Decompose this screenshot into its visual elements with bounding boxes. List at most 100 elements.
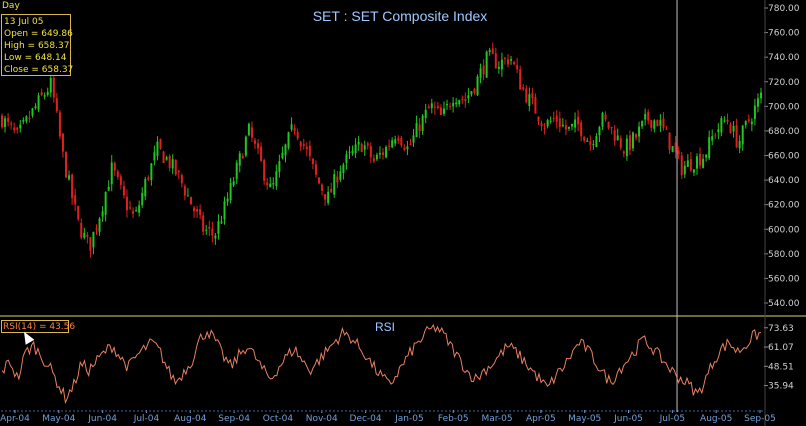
candle-body xyxy=(452,102,455,107)
candle-body xyxy=(753,105,756,120)
x-axis-tick-label: May-04 xyxy=(42,414,75,424)
candle-body xyxy=(311,158,314,164)
price-axis-tick-label: 640.00 xyxy=(768,176,800,186)
candle-body xyxy=(406,146,409,150)
candle-body xyxy=(464,98,467,101)
x-axis-tick-label: Nov-04 xyxy=(306,414,338,424)
candle-body xyxy=(49,78,52,93)
info-date: 13 Jul 05 xyxy=(4,17,44,27)
candle-body xyxy=(747,119,750,122)
candle-body xyxy=(442,108,445,114)
candle-body xyxy=(52,77,55,98)
candle-body xyxy=(665,128,668,130)
candle-body xyxy=(467,95,470,99)
candle-body xyxy=(714,135,717,137)
candle-body xyxy=(720,118,723,133)
candle-body xyxy=(455,102,458,105)
price-axis-tick-label: 700.00 xyxy=(768,102,800,112)
candle-body xyxy=(34,106,37,109)
candle-body xyxy=(324,194,327,200)
candle-body xyxy=(281,152,284,159)
candle-body xyxy=(22,120,25,122)
candle-body xyxy=(616,135,619,141)
candle-body xyxy=(235,162,238,179)
candle-body xyxy=(644,113,647,120)
candle-body xyxy=(65,152,68,178)
candle-body xyxy=(86,234,89,237)
candle-body xyxy=(272,183,275,185)
candle-body xyxy=(321,184,324,191)
candle-body xyxy=(296,132,299,139)
candle-body xyxy=(110,162,113,185)
candle-body xyxy=(497,66,500,69)
candle-body xyxy=(540,123,543,127)
x-axis-tick-label: Jul-04 xyxy=(133,414,160,424)
candle-body xyxy=(19,124,22,129)
candle-body xyxy=(104,192,107,215)
info-close: Close = 658.37 xyxy=(4,65,74,75)
candle-body xyxy=(439,107,442,116)
candle-body xyxy=(144,179,147,197)
candle-body xyxy=(656,120,659,127)
candle-body xyxy=(229,182,232,201)
candle-body xyxy=(567,126,570,129)
candle-body xyxy=(482,65,485,75)
candle-body xyxy=(208,226,211,229)
candle-body xyxy=(293,127,296,131)
candle-body xyxy=(680,155,683,175)
candle-body xyxy=(342,164,345,173)
candle-body xyxy=(162,151,165,164)
candle-body xyxy=(232,181,235,186)
candle-body xyxy=(555,115,558,122)
candle-body xyxy=(418,124,421,132)
candle-body xyxy=(189,196,192,205)
candle-body xyxy=(522,87,525,90)
candle-body xyxy=(534,96,537,114)
candle-body xyxy=(68,175,71,180)
candle-body xyxy=(619,137,622,148)
candle-body xyxy=(196,209,199,212)
candle-body xyxy=(254,140,256,144)
candle-body xyxy=(226,198,229,202)
candle-body xyxy=(125,196,128,211)
candle-body xyxy=(564,125,567,130)
candle-body xyxy=(186,195,189,197)
candle-body xyxy=(330,188,333,193)
candle-body xyxy=(46,92,49,95)
candle-body xyxy=(113,163,116,171)
candle-body xyxy=(403,147,406,150)
candle-body xyxy=(735,125,738,148)
candle-body xyxy=(202,215,205,232)
candle-body xyxy=(446,104,449,106)
candle-body xyxy=(750,121,753,125)
candle-body xyxy=(180,175,183,184)
candle-body xyxy=(159,138,162,149)
candle-body xyxy=(653,120,656,129)
x-axis-tick-label: Aug-04 xyxy=(174,414,207,424)
candle-body xyxy=(156,141,159,156)
candle-body xyxy=(83,232,86,238)
candle-body xyxy=(147,177,150,180)
candle-body xyxy=(604,114,607,120)
candle-body xyxy=(607,121,610,129)
candle-body xyxy=(40,92,43,96)
candle-body xyxy=(741,125,744,145)
candle-body xyxy=(537,116,540,122)
candle-body xyxy=(375,154,378,160)
candle-body xyxy=(1,115,3,128)
candle-body xyxy=(589,141,592,145)
price-axis-tick-label: 600.00 xyxy=(768,225,800,235)
candle-body xyxy=(622,151,625,154)
candle-body xyxy=(433,106,436,108)
candle-body xyxy=(241,156,244,159)
candle-body xyxy=(577,116,580,125)
candle-body xyxy=(705,154,708,158)
candle-body xyxy=(662,118,665,128)
candle-body xyxy=(561,124,564,127)
candle-body xyxy=(461,99,464,101)
candle-body xyxy=(503,57,506,59)
candle-body xyxy=(89,237,92,251)
candle-body xyxy=(119,176,122,185)
candle-body xyxy=(269,183,272,188)
candle-body xyxy=(360,143,363,152)
